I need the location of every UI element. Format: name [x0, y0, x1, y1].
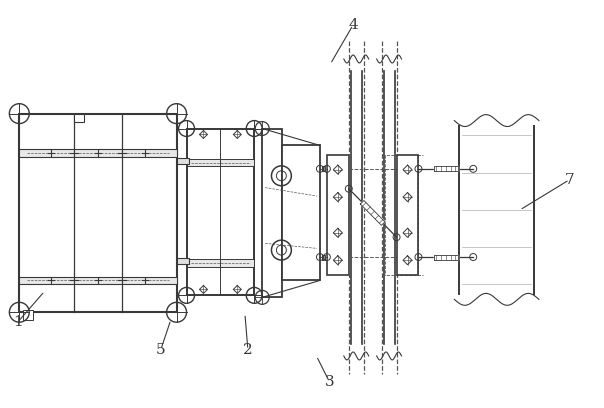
Polygon shape	[361, 201, 385, 225]
Bar	[19, 277, 176, 284]
Bar	[327, 155, 349, 275]
Bar	[397, 155, 419, 275]
Bar	[187, 129, 254, 295]
Polygon shape	[434, 166, 458, 171]
Text: 3: 3	[325, 375, 335, 389]
Text: 4: 4	[349, 18, 358, 32]
Bar	[283, 145, 320, 280]
Bar	[187, 259, 254, 266]
Bar	[176, 157, 188, 164]
Bar	[24, 310, 33, 320]
Text: 2: 2	[243, 343, 252, 357]
Bar	[19, 149, 176, 157]
Polygon shape	[322, 166, 325, 171]
Polygon shape	[322, 255, 325, 259]
Bar	[262, 129, 283, 297]
Bar	[176, 258, 188, 264]
Bar	[74, 113, 84, 122]
Bar	[19, 113, 176, 312]
Bar	[187, 159, 254, 166]
Polygon shape	[434, 255, 458, 259]
Text: 1: 1	[13, 315, 23, 328]
Text: 5: 5	[156, 343, 165, 357]
Text: 7: 7	[565, 173, 574, 187]
